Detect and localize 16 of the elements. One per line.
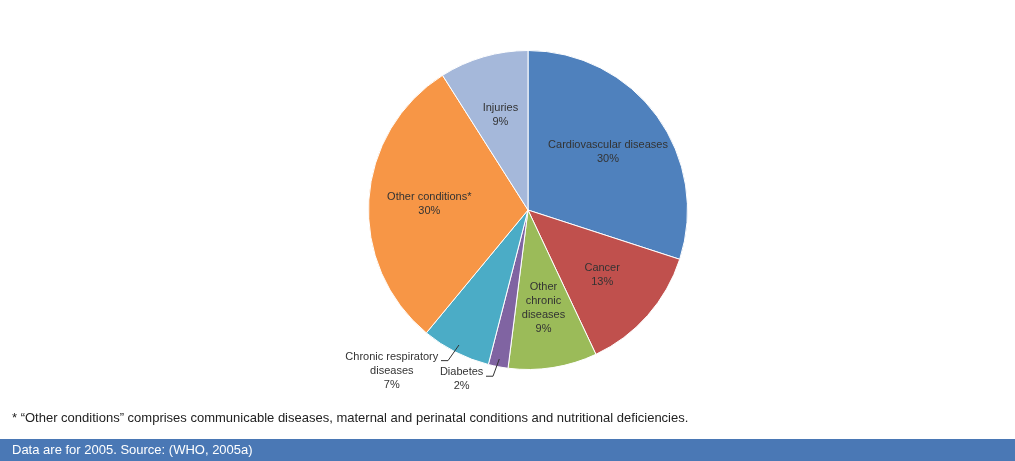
data-label: 2% bbox=[453, 379, 470, 392]
data-label: 13% bbox=[591, 275, 614, 288]
slice-label: Cancer bbox=[584, 261, 621, 274]
slice-label: Injuries bbox=[482, 101, 519, 114]
slice-label: Diabetes bbox=[439, 365, 484, 378]
text: * “Other conditions” comprises communicable diseases, maternal and perinatal conditions and nutritional deficiencies. bbox=[12, 410, 689, 425]
text: Data are for 2005. Source: (WHO, 2005a) bbox=[0, 439, 1015, 461]
data-label: 9% bbox=[535, 321, 552, 334]
slice-label: Cardiovascular diseases bbox=[548, 137, 669, 150]
slice-label: Chronic respiratory diseases bbox=[345, 349, 439, 376]
data-label: 7% bbox=[383, 377, 400, 390]
data-label: 9% bbox=[492, 115, 509, 128]
data-label: 30% bbox=[418, 203, 441, 216]
data-label: 30% bbox=[596, 151, 620, 164]
slice-label: Other conditions* bbox=[387, 189, 473, 202]
slice-label: Other chronic diseases bbox=[521, 279, 566, 320]
